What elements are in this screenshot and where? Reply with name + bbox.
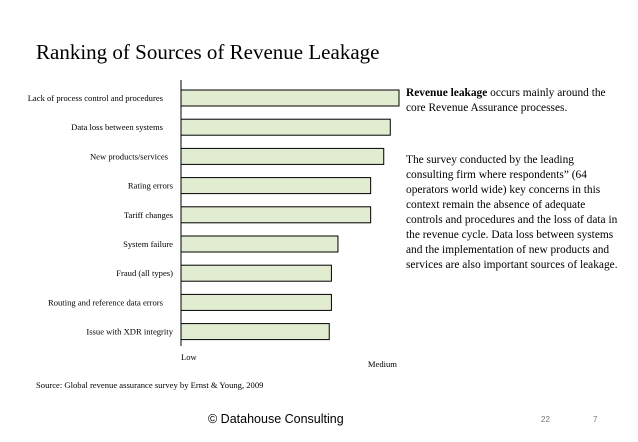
bar bbox=[180, 118, 391, 136]
x-tick-medium: Medium bbox=[368, 359, 397, 369]
category-label: Issue with XDR integrity bbox=[86, 327, 173, 337]
bar bbox=[180, 323, 330, 341]
source-note: Source: Global revenue assurance survey … bbox=[36, 380, 264, 390]
bar bbox=[180, 293, 332, 311]
bar bbox=[180, 147, 385, 165]
description-bold-term: Revenue leakage bbox=[406, 87, 488, 99]
category-label: System failure bbox=[123, 239, 173, 249]
description-paragraph-1: Revenue leakage occurs mainly around the… bbox=[406, 86, 620, 116]
category-label: Lack of process control and procedures bbox=[28, 93, 164, 103]
x-tick-low: Low bbox=[181, 352, 198, 362]
category-labels: Lack of process control and procedures Da… bbox=[28, 93, 174, 337]
bar bbox=[180, 235, 339, 253]
slide-title: Ranking of Sources of Revenue Leakage bbox=[36, 40, 380, 64]
bars bbox=[180, 89, 400, 341]
category-label: Rating errors bbox=[128, 181, 174, 191]
description-paragraph-2: The survey conducted by the leading cons… bbox=[406, 154, 618, 271]
category-label: Tariff changes bbox=[124, 210, 174, 220]
description-text: occurs mainly around the core Revenue As… bbox=[406, 87, 606, 114]
category-label: Routing and reference data errors bbox=[48, 297, 164, 307]
bar bbox=[180, 177, 372, 195]
page-number: 22 bbox=[541, 415, 550, 424]
footer-copyright: © Datahouse Consulting bbox=[208, 412, 344, 426]
slide-number: 7 bbox=[593, 415, 598, 424]
category-label: Fraud (all types) bbox=[116, 268, 173, 278]
bar bbox=[180, 89, 400, 107]
bar bbox=[180, 264, 332, 282]
category-label: New products/services bbox=[90, 151, 169, 161]
bar bbox=[180, 206, 372, 224]
category-label: Data loss between systems bbox=[71, 122, 164, 132]
